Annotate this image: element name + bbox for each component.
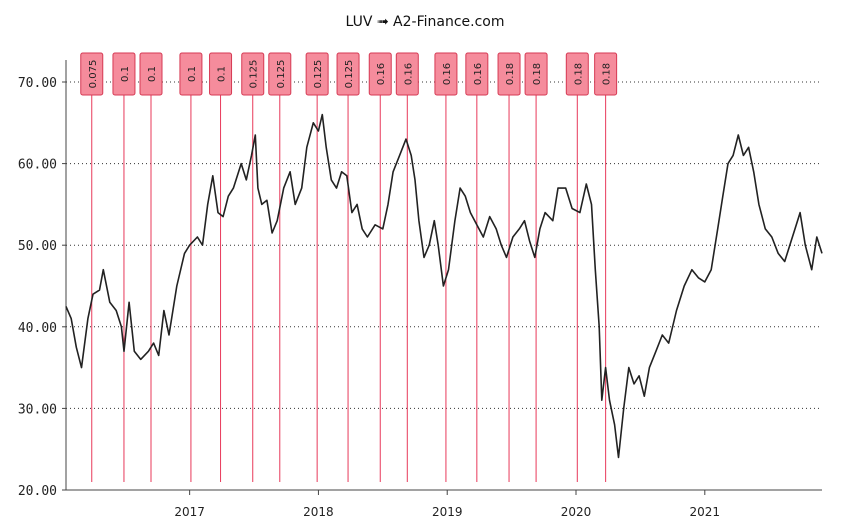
dividend-label: 0.18 — [505, 63, 516, 85]
y-tick-label: 20.00 — [18, 484, 57, 499]
dividend-marker: 0.1 — [112, 52, 136, 96]
dividend-box — [524, 52, 548, 96]
dividend-lines — [91, 95, 607, 482]
dividend-marker: 0.18 — [524, 52, 548, 96]
dividend-marker: 0.18 — [497, 52, 521, 96]
dividend-box — [268, 52, 292, 96]
dividend-box — [434, 52, 458, 96]
dividend-box — [241, 52, 265, 96]
dividend-marker: 0.125 — [305, 52, 329, 96]
dividend-marker: 0.16 — [395, 52, 419, 96]
dividend-box — [179, 52, 203, 96]
dividend-label: 0.1 — [217, 66, 228, 82]
price-line — [65, 113, 823, 459]
dividend-label: 0.16 — [376, 63, 387, 85]
dividend-box — [368, 52, 392, 96]
dividend-marker: 0.125 — [268, 52, 292, 96]
dividend-box — [336, 52, 360, 96]
dividend-marker: 0.1 — [139, 52, 163, 96]
grid-lines — [66, 81, 822, 409]
dividend-box — [305, 52, 329, 96]
dividend-box — [112, 52, 136, 96]
dividend-box — [395, 52, 419, 96]
dividend-marker: 0.075 — [80, 52, 104, 96]
dividend-label: 0.16 — [403, 63, 414, 85]
dividend-box — [139, 52, 163, 96]
dividend-marker: 0.16 — [368, 52, 392, 96]
dividend-marker: 0.16 — [434, 52, 458, 96]
x-tick-label: 2018 — [303, 505, 334, 519]
dividend-label: 0.1 — [187, 66, 198, 82]
dividend-label: 0.1 — [120, 66, 131, 82]
x-tick-label: 2019 — [432, 505, 463, 519]
dividend-label: 0.075 — [88, 60, 99, 89]
dividend-marker: 0.1 — [179, 52, 203, 96]
y-axis: 20.00 30.00 40.00 50.00 60.00 70.00 — [18, 60, 67, 499]
dividend-label: 0.125 — [344, 60, 355, 89]
dividend-label: 0.16 — [442, 63, 453, 85]
dividend-label: 0.16 — [473, 63, 484, 85]
dividend-label: 0.125 — [276, 60, 287, 89]
dividend-box — [565, 52, 589, 96]
dividend-box — [497, 52, 521, 96]
dividend-box — [594, 52, 618, 96]
dividend-label: 0.18 — [532, 63, 543, 85]
dividend-box — [209, 52, 233, 96]
dividend-box — [80, 52, 104, 96]
dividend-labels: 0.075 0.1 0.1 0.1 0.1 0.125 0.125 0.125 0.125 0.1… — [80, 52, 618, 96]
x-tick-label: 2017 — [174, 505, 205, 519]
dividend-marker: 0.125 — [336, 52, 360, 96]
dividend-marker: 0.125 — [241, 52, 265, 96]
dividend-marker: 0.18 — [594, 52, 618, 96]
x-axis: 2017 2018 2019 2020 2021 — [66, 489, 822, 519]
dividend-label: 0.1 — [147, 66, 158, 82]
price-series — [65, 113, 823, 459]
y-tick-label: 70.00 — [18, 76, 57, 91]
dividend-marker: 0.18 — [565, 52, 589, 96]
dividend-label: 0.18 — [573, 63, 584, 85]
x-tick-label: 2020 — [561, 505, 592, 519]
y-tick-label: 30.00 — [18, 402, 57, 417]
dividend-label: 0.18 — [602, 63, 613, 85]
y-tick-label: 50.00 — [18, 239, 57, 254]
chart-title: LUV ➟ A2-Finance.com — [345, 14, 504, 30]
dividend-label: 0.125 — [249, 60, 260, 89]
y-tick-label: 40.00 — [18, 321, 57, 336]
dividend-marker: 0.16 — [465, 52, 489, 96]
dividend-marker: 0.1 — [209, 52, 233, 96]
y-tick-label: 60.00 — [18, 158, 57, 173]
dividend-box — [465, 52, 489, 96]
x-tick-label: 2021 — [690, 505, 721, 519]
dividend-label: 0.125 — [313, 60, 324, 89]
